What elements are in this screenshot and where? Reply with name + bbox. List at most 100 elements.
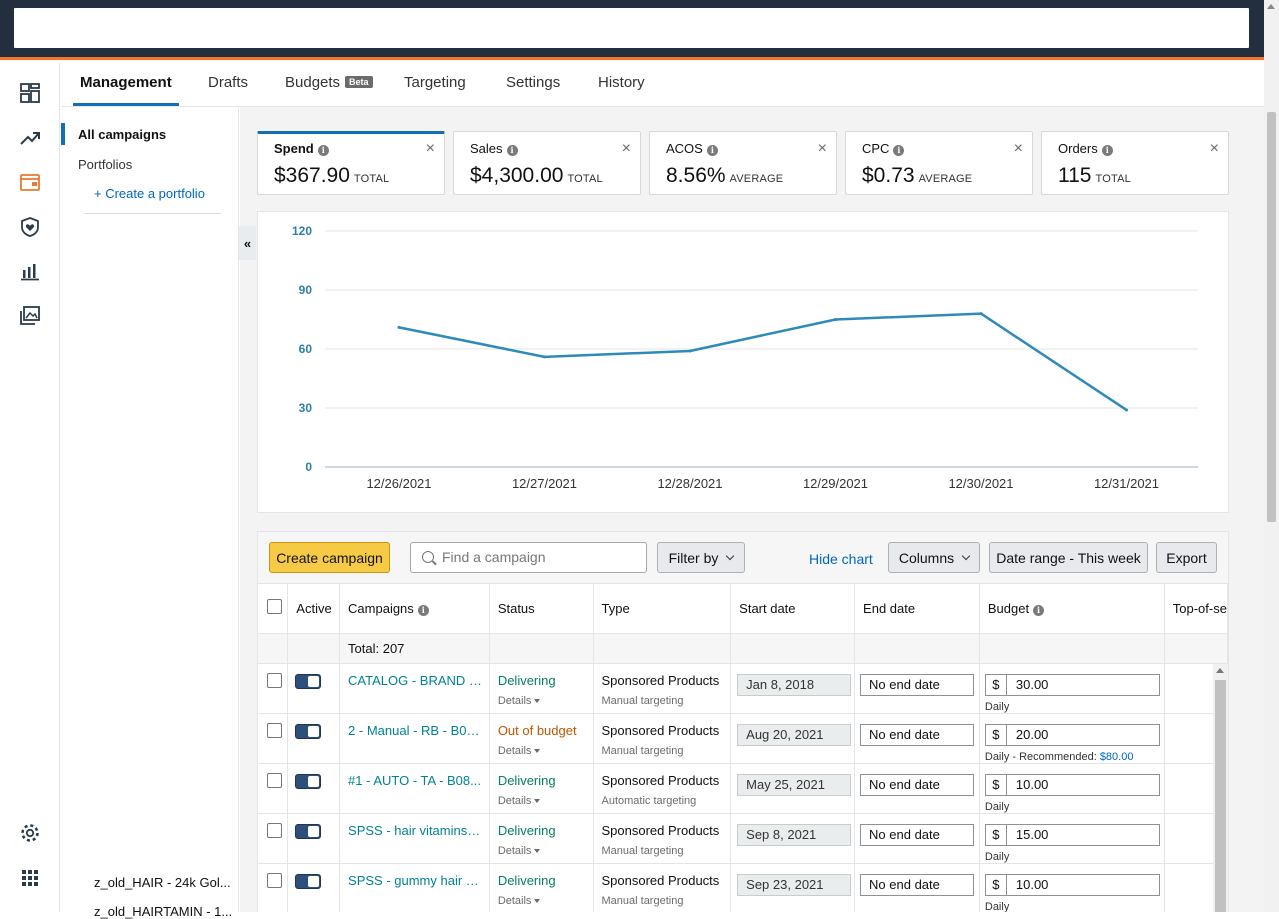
metric-card-spend[interactable]: Spend i $367.90 TOTAL × (257, 131, 445, 195)
nav-portfolios[interactable]: Portfolios (78, 157, 133, 172)
data-point[interactable] (397, 325, 401, 329)
header-campaigns[interactable]: Campaigns i (339, 584, 490, 634)
tab-history[interactable]: History (598, 74, 645, 91)
wallet-icon[interactable] (18, 170, 42, 194)
end-date-field[interactable]: No end date (860, 823, 975, 846)
campaign-name-link[interactable]: CATALOG - BRAND - B... (348, 672, 484, 688)
tab-management[interactable]: Management (80, 74, 172, 91)
page-scroll-thumb[interactable] (1267, 112, 1276, 522)
recommended-budget-link[interactable]: $80.00 (1099, 750, 1134, 763)
campaign-search-input[interactable]: Find a campaign (410, 542, 647, 573)
image-gallery-icon[interactable] (18, 304, 42, 328)
campaign-name-link[interactable]: SPSS - gummy hair vit... (348, 872, 484, 888)
info-icon[interactable]: i (706, 145, 718, 156)
hide-chart-link[interactable]: Hide chart (809, 551, 873, 567)
details-dropdown[interactable]: Details (498, 845, 593, 857)
top-search-area[interactable] (14, 8, 1249, 48)
info-icon[interactable]: i (893, 145, 905, 156)
data-point[interactable] (834, 318, 837, 321)
metric-card-sales[interactable]: Sales i $4,300.00 TOTAL × (453, 131, 641, 195)
budget-input[interactable]: $10.00 (984, 873, 1160, 896)
metric-card-cpc[interactable]: CPC i $0.73 AVERAGE × (845, 131, 1033, 195)
active-toggle[interactable] (295, 873, 322, 889)
page-scrollbar[interactable] (1264, 0, 1279, 912)
budget-input[interactable]: $30.00 (984, 673, 1160, 696)
end-date-field[interactable]: No end date (860, 723, 975, 746)
campaign-name-link[interactable]: 2 - Manual - RB - B08... (348, 722, 484, 738)
bar-chart-icon[interactable] (18, 259, 42, 283)
data-point[interactable] (979, 312, 983, 316)
info-icon[interactable]: i (317, 145, 329, 156)
tab-targeting[interactable]: Targeting (404, 74, 466, 91)
table-scroll-thumb[interactable] (1215, 680, 1226, 912)
export-button[interactable]: Export (1156, 542, 1217, 573)
apps-grid-icon[interactable] (18, 866, 42, 890)
details-dropdown[interactable]: Details (498, 795, 593, 807)
details-dropdown[interactable]: Details (498, 895, 593, 907)
header-active[interactable]: Active (287, 584, 341, 634)
settings-gear-icon[interactable] (18, 821, 42, 845)
close-icon[interactable]: × (621, 140, 631, 157)
scroll-up-arrow[interactable] (1216, 668, 1224, 673)
active-toggle[interactable] (295, 773, 322, 789)
details-dropdown[interactable]: Details (498, 695, 593, 707)
campaign-name-link[interactable]: SPSS - hair vitamins f... (348, 822, 484, 838)
start-date-cell: May 25, 2021 (730, 763, 856, 814)
table-scrollbar[interactable] (1213, 664, 1228, 912)
dashboard-icon[interactable] (18, 81, 42, 105)
create-portfolio-link[interactable]: + Create a portfolio (94, 186, 205, 201)
close-icon[interactable]: × (817, 140, 827, 157)
columns-button[interactable]: Columns (888, 542, 980, 573)
info-icon[interactable]: i (1101, 145, 1113, 156)
date-range-button[interactable]: Date range - This week (989, 542, 1148, 573)
scroll-up-arrow[interactable] (1267, 4, 1275, 9)
header-end-date[interactable]: End date (854, 584, 980, 634)
data-point[interactable] (688, 349, 692, 353)
budget-input[interactable]: $15.00 (984, 823, 1160, 846)
tab-settings[interactable]: Settings (506, 74, 561, 91)
currency-symbol: $ (986, 774, 1007, 795)
tab-budgets[interactable]: Budgets Beta (285, 74, 373, 91)
data-point[interactable] (1125, 408, 1128, 412)
close-icon[interactable]: × (425, 140, 435, 157)
data-point[interactable] (543, 355, 546, 359)
info-icon[interactable]: i (506, 145, 518, 156)
header-top-of-search[interactable]: Top-of-se (1164, 584, 1229, 634)
close-icon[interactable]: × (1013, 140, 1023, 157)
trending-up-icon[interactable] (18, 125, 42, 149)
active-toggle[interactable] (295, 823, 322, 839)
active-toggle[interactable] (295, 723, 322, 739)
campaign-name-link[interactable]: #1 - AUTO - TA - B08... (348, 772, 481, 788)
total-label: Total: 207 (339, 633, 490, 664)
collapse-panel-button[interactable]: « (239, 226, 256, 260)
end-date-field[interactable]: No end date (860, 873, 975, 896)
budget-input[interactable]: $20.00 (984, 723, 1160, 746)
active-toggle[interactable] (295, 673, 322, 689)
header-type[interactable]: Type (593, 584, 732, 634)
row-checkbox[interactable] (267, 822, 282, 838)
end-date-field[interactable]: No end date (860, 773, 975, 796)
header-start-date[interactable]: Start date (730, 584, 856, 634)
metric-card-orders[interactable]: Orders i 115 TOTAL × (1041, 131, 1229, 195)
filter-by-button[interactable]: Filter by (657, 542, 745, 573)
select-all-checkbox[interactable] (267, 599, 282, 615)
row-checkbox[interactable] (267, 872, 282, 888)
end-date-field[interactable]: No end date (860, 673, 975, 696)
metric-card-acos[interactable]: ACOS i 8.56% AVERAGE × (649, 131, 837, 195)
nav-all-campaigns[interactable]: All campaigns (78, 127, 167, 142)
portfolio-item[interactable]: z_old_HAIR - 24k Gol... (94, 875, 231, 890)
create-campaign-button[interactable]: Create campaign (269, 542, 390, 573)
row-checkbox[interactable] (267, 722, 282, 738)
chevron-down-icon (726, 551, 735, 560)
header-status[interactable]: Status (489, 584, 594, 634)
info-icon[interactable]: i (1033, 604, 1045, 616)
budget-input[interactable]: $10.00 (984, 773, 1160, 796)
close-icon[interactable]: × (1209, 140, 1219, 157)
header-budget[interactable]: Budget i (979, 584, 1165, 634)
details-dropdown[interactable]: Details (498, 745, 593, 757)
shield-heart-icon[interactable] (18, 215, 42, 239)
row-checkbox[interactable] (267, 772, 282, 788)
tab-drafts[interactable]: Drafts (208, 74, 249, 91)
info-icon[interactable]: i (417, 604, 429, 616)
row-checkbox[interactable] (267, 672, 282, 688)
